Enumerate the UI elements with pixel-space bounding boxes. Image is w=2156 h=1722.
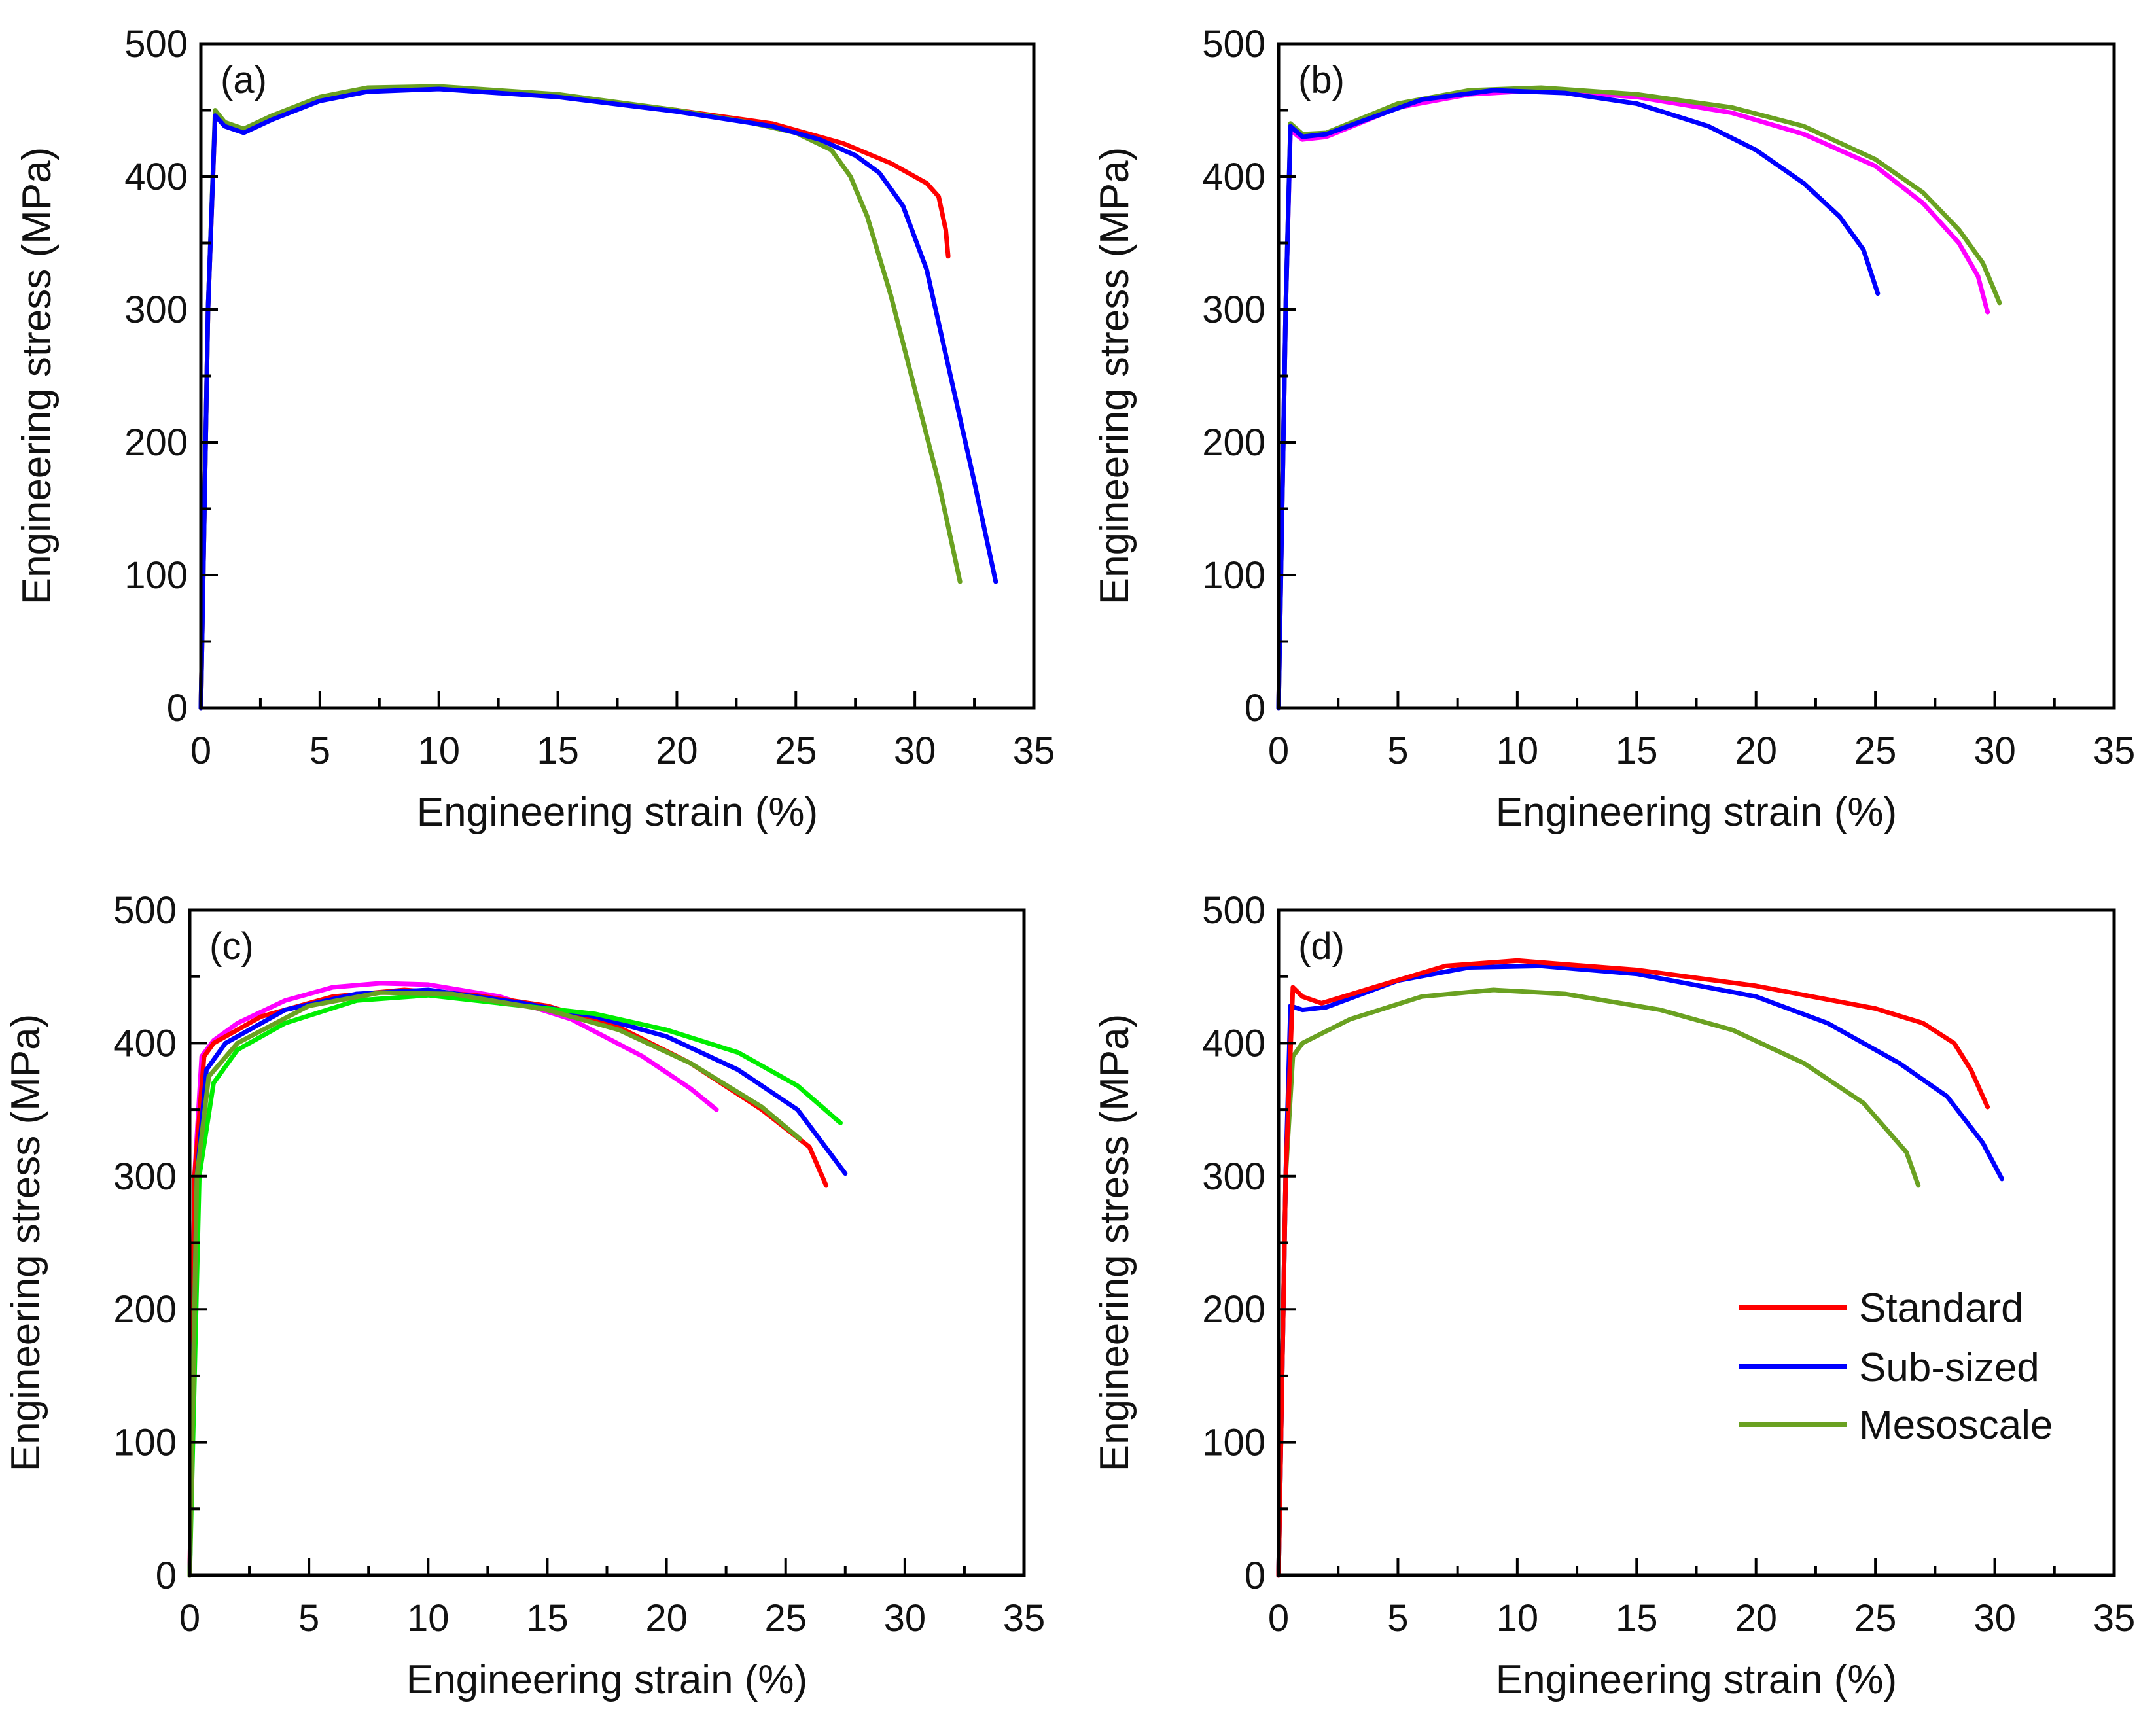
series-line-mesoscale	[198, 84, 963, 711]
x-tick-label: 15	[526, 1597, 569, 1640]
legend: Standard Sub-sized Mesoscale	[1739, 1286, 2053, 1448]
x-tick-label: 35	[2093, 729, 2136, 772]
series-line-3	[187, 993, 843, 1578]
x-tick-label: 10	[1496, 729, 1539, 772]
x-tick-label: 15	[537, 729, 579, 772]
plot-frame	[188, 908, 1026, 1577]
x-tick-label: 5	[1387, 729, 1408, 772]
x-tick-label: 30	[884, 1597, 927, 1640]
panel-label: (d)	[1298, 925, 1345, 968]
x-axis-label: Engineering strain (%)	[1496, 790, 1897, 835]
y-axis-label: Engineering stress (MPa)	[1092, 1014, 1137, 1472]
x-tick-label: 25	[1854, 729, 1897, 772]
x-tick-label: 25	[764, 1597, 807, 1640]
x-tick-label: 20	[645, 1597, 688, 1640]
x-tick-label: 10	[407, 1597, 450, 1640]
x-tick-label: 0	[179, 1597, 200, 1640]
y-tick-label: 100	[1202, 1422, 1265, 1464]
x-tick-label: 10	[417, 729, 460, 772]
x-tick-label: 20	[656, 729, 698, 772]
panel-label: (b)	[1298, 59, 1345, 101]
series-line-1	[187, 987, 829, 1578]
series-line-2	[1276, 88, 1881, 711]
panel-label: (c)	[209, 925, 254, 968]
y-tick-label: 200	[124, 421, 188, 464]
plot-frame	[1277, 42, 2116, 710]
y-axis-label: Engineering stress (MPa)	[1092, 147, 1137, 605]
legend-label: Sub-sized	[1859, 1345, 2040, 1390]
plot-frame	[1277, 908, 2116, 1577]
y-tick-label: 300	[1202, 1155, 1265, 1198]
x-tick-label: 15	[1616, 729, 1658, 772]
series-line-2	[187, 987, 848, 1578]
panel-c: 0 5 10 15 20 25 30 35 0 100 200 300 400 500 Engineerin…	[3, 889, 1045, 1702]
y-tick-label: 300	[1202, 289, 1265, 331]
series-line-standard	[198, 85, 951, 711]
x-axis-label: Engineering strain (%)	[417, 790, 818, 835]
x-tick-label: 15	[1616, 1597, 1658, 1640]
y-tick-label: 0	[156, 1555, 177, 1597]
series-line-4	[187, 990, 803, 1578]
series-line-0	[187, 981, 719, 1578]
y-tick-label: 100	[113, 1422, 177, 1464]
x-tick-label: 35	[2093, 1597, 2136, 1640]
y-tick-label: 0	[1245, 687, 1265, 729]
y-tick-label: 200	[1202, 421, 1265, 464]
x-tick-label: 5	[309, 729, 330, 772]
y-tick-label: 500	[1202, 23, 1265, 65]
series-line-standard	[1276, 958, 1990, 1578]
y-tick-label: 300	[124, 289, 188, 331]
y-tick-label: 500	[113, 889, 177, 932]
y-tick-label: 100	[1202, 554, 1265, 597]
x-tick-label: 25	[1854, 1597, 1897, 1640]
x-tick-label: 25	[775, 729, 817, 772]
y-axis-label: Engineering stress (MPa)	[14, 147, 60, 605]
x-tick-label: 30	[1973, 1597, 2016, 1640]
x-tick-label: 0	[1268, 729, 1289, 772]
x-tick-label: 0	[1268, 1597, 1289, 1640]
x-tick-label: 10	[1496, 1597, 1539, 1640]
y-tick-label: 500	[1202, 889, 1265, 932]
y-tick-label: 400	[124, 156, 188, 198]
legend-label: Mesoscale	[1859, 1403, 2053, 1448]
series-line-sub-sized	[198, 86, 998, 711]
y-tick-label: 500	[124, 23, 188, 65]
y-tick-label: 400	[1202, 1022, 1265, 1064]
y-tick-label: 200	[1202, 1288, 1265, 1331]
series-line-sub-sized	[1276, 963, 2004, 1578]
x-tick-label: 35	[1013, 729, 1055, 772]
y-tick-label: 400	[1202, 156, 1265, 198]
y-tick-label: 300	[113, 1155, 177, 1198]
panel-d: 0 5 10 15 20 25 30 35 0 100 200 300 400 500 Engineerin…	[1092, 889, 2135, 1702]
x-axis-label: Engineering strain (%)	[1496, 1657, 1897, 1702]
y-tick-label: 0	[1245, 1555, 1265, 1597]
plot-frame	[199, 42, 1036, 710]
x-tick-label: 30	[894, 729, 936, 772]
x-axis-label: Engineering strain (%)	[406, 1657, 807, 1702]
x-tick-label: 20	[1735, 1597, 1777, 1640]
x-tick-label: 5	[298, 1597, 319, 1640]
series-line-mesoscale	[1276, 987, 1921, 1578]
x-tick-label: 30	[1973, 729, 2016, 772]
series-line-0	[1276, 88, 1990, 711]
x-tick-label: 0	[190, 729, 211, 772]
panel-b: 0 5 10 15 20 25 30 35 0 100 200 300 400 500 Engineerin…	[1092, 23, 2135, 835]
panel-a: 0 5 10 15 20 25 30 35 0 100 200 300 400 500 Engineerin…	[14, 23, 1055, 835]
y-axis-label: Engineering stress (MPa)	[3, 1014, 48, 1472]
x-tick-label: 35	[1003, 1597, 1046, 1640]
legend-label: Standard	[1859, 1286, 2024, 1331]
x-tick-label: 5	[1387, 1597, 1408, 1640]
y-tick-label: 200	[113, 1288, 177, 1331]
y-tick-label: 100	[124, 554, 188, 597]
x-tick-label: 20	[1735, 729, 1777, 772]
y-tick-label: 400	[113, 1022, 177, 1064]
panel-label: (a)	[221, 59, 267, 101]
y-tick-label: 0	[167, 687, 188, 729]
